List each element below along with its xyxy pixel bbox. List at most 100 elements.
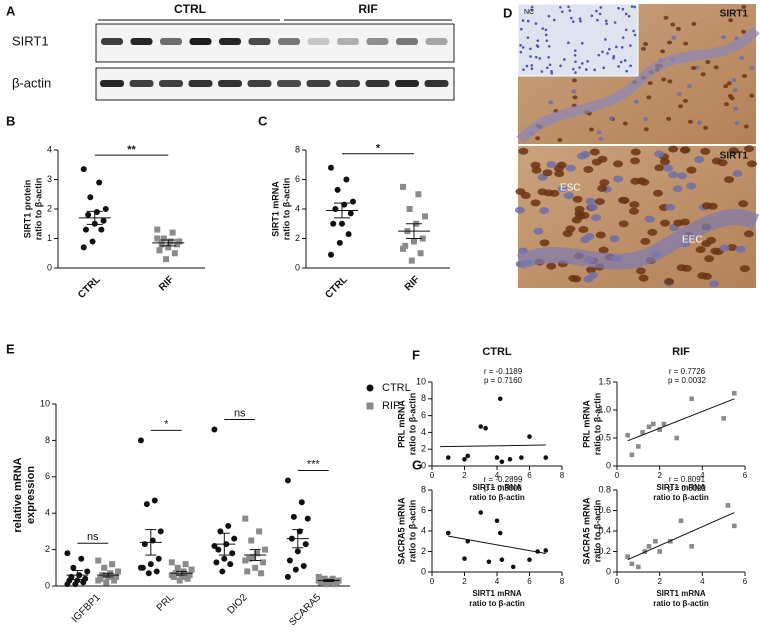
- nucleus: [668, 145, 679, 153]
- y-axis-label: PRL mRNA: [396, 400, 406, 448]
- nucleus: [529, 55, 532, 58]
- nucleus: [629, 157, 640, 165]
- point: [486, 559, 492, 565]
- band: [424, 80, 449, 87]
- nucleus: [720, 35, 726, 40]
- point: [347, 210, 354, 217]
- nucleus: [724, 176, 735, 184]
- nucleus: [589, 148, 600, 156]
- point: [158, 241, 165, 248]
- nucleus: [606, 52, 609, 55]
- nucleus: [640, 237, 651, 245]
- band: [277, 80, 301, 87]
- y-tick-label: 2: [421, 546, 426, 556]
- point: [336, 239, 343, 246]
- x-axis-label: SIRT1 mRNA: [656, 483, 706, 492]
- band: [101, 38, 123, 45]
- band: [396, 38, 418, 45]
- point: [689, 396, 694, 402]
- x-axis-label: ratio to β-actin: [653, 493, 709, 502]
- nucleus: [544, 33, 548, 37]
- nucleus: [708, 280, 719, 288]
- point: [182, 561, 189, 568]
- point: [674, 435, 680, 441]
- y-tick-label: 6: [45, 471, 50, 481]
- point: [95, 557, 102, 564]
- nucleus: [525, 64, 529, 68]
- annotation: p = 0.3608: [484, 484, 523, 493]
- nucleus: [598, 12, 602, 16]
- nucleus: [565, 164, 576, 172]
- nucleus: [723, 84, 729, 89]
- nucleus: [604, 19, 608, 23]
- y-tick-label: 6: [421, 410, 426, 420]
- point: [400, 245, 406, 252]
- x-tick-label: RIF: [403, 274, 422, 293]
- significance-label: *: [164, 418, 169, 430]
- nucleus: [623, 59, 627, 62]
- y-tick-label: 8: [45, 435, 50, 445]
- nucleus: [682, 98, 688, 103]
- nucleus: [734, 121, 740, 126]
- annotation: ESC: [560, 183, 581, 194]
- band: [160, 38, 182, 45]
- x-tick-label: 0: [430, 471, 435, 480]
- nucleus: [538, 57, 542, 60]
- nucleus: [586, 60, 589, 63]
- nucleus: [647, 228, 658, 236]
- band: [100, 80, 124, 87]
- point: [155, 555, 162, 562]
- nucleus: [574, 60, 577, 64]
- nucleus: [707, 202, 718, 210]
- nucleus: [639, 178, 650, 186]
- nucleus: [743, 230, 754, 238]
- point: [298, 499, 305, 506]
- y-axis-label: ratio to β-actin: [592, 393, 602, 456]
- nucleus: [739, 265, 750, 273]
- panel-label: C: [258, 113, 268, 128]
- nucleus: [521, 19, 525, 22]
- nucleus: [729, 96, 735, 101]
- nucleus: [700, 147, 711, 155]
- nucleus: [628, 207, 639, 215]
- nucleus: [663, 164, 674, 172]
- y-tick-label: 4: [421, 525, 426, 535]
- nucleus: [580, 62, 584, 65]
- y-tick-label: 6: [295, 174, 300, 184]
- nucleus: [547, 14, 551, 18]
- point: [328, 251, 334, 258]
- nucleus: [719, 244, 730, 252]
- point: [157, 528, 164, 535]
- band: [365, 80, 390, 87]
- x-tick-label: CTRL: [76, 274, 103, 301]
- band: [189, 38, 212, 45]
- nucleus: [536, 39, 540, 42]
- nucleus: [545, 66, 549, 70]
- point: [332, 206, 339, 212]
- nucleus: [599, 179, 610, 187]
- nucleus: [677, 104, 683, 109]
- legend-marker: [366, 402, 374, 410]
- band: [247, 80, 272, 87]
- blot-frame: [95, 67, 455, 101]
- point: [160, 235, 167, 242]
- nucleus: [572, 195, 583, 203]
- x-tick-label: PRL: [155, 592, 177, 614]
- annotation: r = 0.8091: [669, 475, 706, 484]
- y-tick-label: 4: [421, 427, 426, 437]
- point: [653, 538, 658, 544]
- y-tick-label: 0: [606, 566, 611, 576]
- legend-marker: [366, 384, 374, 392]
- point: [87, 194, 94, 201]
- nucleus: [588, 127, 594, 132]
- point: [527, 434, 532, 439]
- x-tick-label: DIO2: [225, 592, 250, 617]
- point: [483, 425, 488, 431]
- point: [650, 421, 656, 427]
- nucleus: [596, 130, 602, 135]
- nucleus: [615, 45, 618, 49]
- nucleus: [694, 156, 705, 164]
- point: [82, 226, 89, 233]
- nucleus: [539, 239, 550, 247]
- nucleus: [644, 215, 655, 223]
